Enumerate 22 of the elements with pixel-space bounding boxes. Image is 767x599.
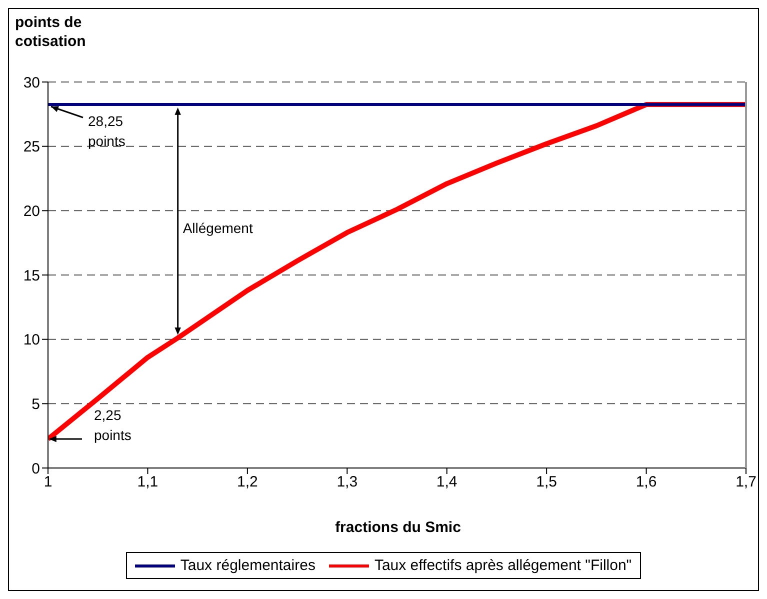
x-axis-title: fractions du Smic [334, 519, 462, 536]
y-tick-label: 0 [32, 460, 40, 478]
y-tick-label: 30 [23, 74, 40, 92]
x-tick-label: 1 [44, 474, 52, 491]
legend-label: Taux effectifs après allégement "Fillon" [374, 557, 632, 574]
x-tick-label: 1,4 [436, 474, 458, 491]
y-tick-label: 10 [23, 332, 40, 349]
x-tick-label: 1,2 [237, 474, 258, 491]
annotation: 2,25 points [94, 406, 132, 446]
y-tick-label: 25 [23, 138, 40, 156]
x-tick-label: 1,6 [636, 474, 657, 491]
x-tick-label: 1,3 [336, 474, 358, 491]
y-tick-label: 15 [23, 267, 40, 284]
x-tick-label: 1,5 [536, 474, 557, 491]
y-tick-label: 20 [23, 202, 40, 220]
x-tick-label: 1,7 [736, 474, 756, 491]
annotation: 28,25 points [88, 112, 126, 151]
legend-label: Taux réglementaires [180, 557, 316, 574]
y-tick-label: 5 [32, 396, 40, 413]
x-tick-label: 1,1 [137, 474, 158, 491]
annotation: Allégement [182, 218, 253, 238]
y-axis-title: points de cotisation [15, 13, 87, 51]
